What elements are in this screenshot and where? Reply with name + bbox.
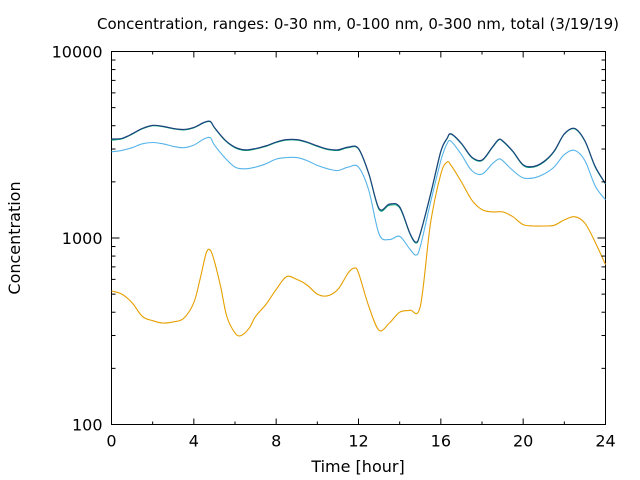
x-tick-label: 12 bbox=[348, 432, 368, 451]
series-line-0 bbox=[111, 161, 606, 337]
chart-title: Concentration, ranges: 0-30 nm, 0-100 nm… bbox=[97, 15, 619, 33]
series-layer bbox=[111, 120, 606, 337]
plot-frame bbox=[111, 51, 606, 425]
series-line-1 bbox=[111, 136, 606, 256]
series-line-2 bbox=[111, 120, 606, 244]
x-tick-label: 0 bbox=[106, 432, 116, 451]
tick-layer: 0 4 8 12 16 20 24 100 1000 10000 bbox=[52, 43, 616, 451]
series-line-3 bbox=[111, 120, 606, 243]
x-tick-label: 20 bbox=[513, 432, 533, 451]
x-axis-label: Time [hour] bbox=[310, 457, 404, 476]
x-tick-label: 4 bbox=[189, 432, 199, 451]
y-tick-label: 1000 bbox=[62, 229, 103, 248]
x-tick-label: 24 bbox=[595, 432, 615, 451]
y-axis-label: Concentration bbox=[5, 181, 24, 294]
y-tick-label: 100 bbox=[72, 416, 103, 435]
x-tick-label: 8 bbox=[271, 432, 281, 451]
x-tick-label: 16 bbox=[431, 432, 451, 451]
y-tick-label: 10000 bbox=[52, 43, 103, 62]
